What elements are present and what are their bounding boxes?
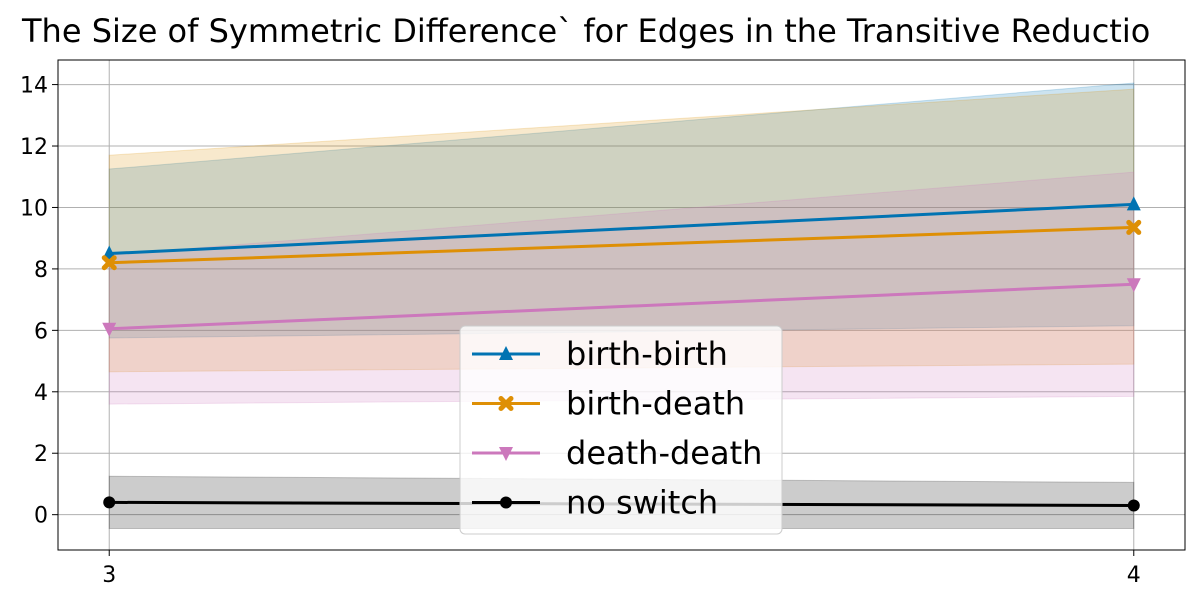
legend-item: no switch bbox=[472, 484, 718, 522]
y-tick-label: 0 bbox=[34, 504, 48, 529]
band-birth-birth bbox=[108, 82, 1135, 339]
legend-marker bbox=[498, 396, 514, 411]
series-markers bbox=[101, 196, 1142, 512]
chart-title: The Size of Symmetric Difference` for Ed… bbox=[21, 12, 1150, 50]
legend-label: no switch bbox=[566, 484, 718, 522]
plot-frame bbox=[57, 59, 1186, 551]
point-no-switch bbox=[1127, 499, 1140, 512]
point-birth-death bbox=[101, 255, 117, 271]
legend-label: birth-death bbox=[566, 385, 745, 423]
band-birth-death bbox=[108, 88, 1135, 373]
legend-marker bbox=[499, 346, 513, 360]
y-tick-label: 4 bbox=[34, 381, 48, 406]
y-axis-ticks: 0 2 4 6 8 10 12 14 bbox=[20, 74, 58, 529]
band-death-death bbox=[108, 171, 1135, 405]
y-tick-label: 10 bbox=[20, 196, 48, 221]
point-birth-birth bbox=[1126, 196, 1141, 211]
point-death-death bbox=[1126, 278, 1141, 293]
legend-marker bbox=[499, 447, 513, 461]
point-birth-death bbox=[1126, 219, 1142, 235]
line-birth-death bbox=[109, 225, 1134, 265]
legend-box bbox=[459, 325, 783, 535]
y-tick-label: 8 bbox=[34, 258, 48, 283]
legend-item: birth-death bbox=[472, 385, 745, 423]
legend-item: death-death bbox=[472, 434, 762, 472]
legend-label: death-death bbox=[566, 434, 762, 472]
point-no-switch bbox=[103, 496, 116, 509]
y-tick-label: 14 bbox=[20, 74, 48, 99]
legend-label: birth-birth bbox=[566, 335, 728, 373]
legend-item: birth-birth bbox=[472, 335, 728, 373]
line-death-death bbox=[109, 282, 1134, 331]
y-tick-label: 6 bbox=[34, 319, 48, 344]
x-tick-label: 4 bbox=[1127, 563, 1141, 588]
line-birth-birth bbox=[109, 202, 1134, 256]
legend-marker bbox=[500, 496, 512, 509]
point-death-death bbox=[102, 322, 117, 337]
y-tick-label: 2 bbox=[34, 442, 48, 467]
legend: birth-birth birth-death death-death no swit… bbox=[459, 325, 783, 535]
x-tick-label: 3 bbox=[102, 563, 116, 588]
y-tick-label: 12 bbox=[20, 135, 48, 160]
